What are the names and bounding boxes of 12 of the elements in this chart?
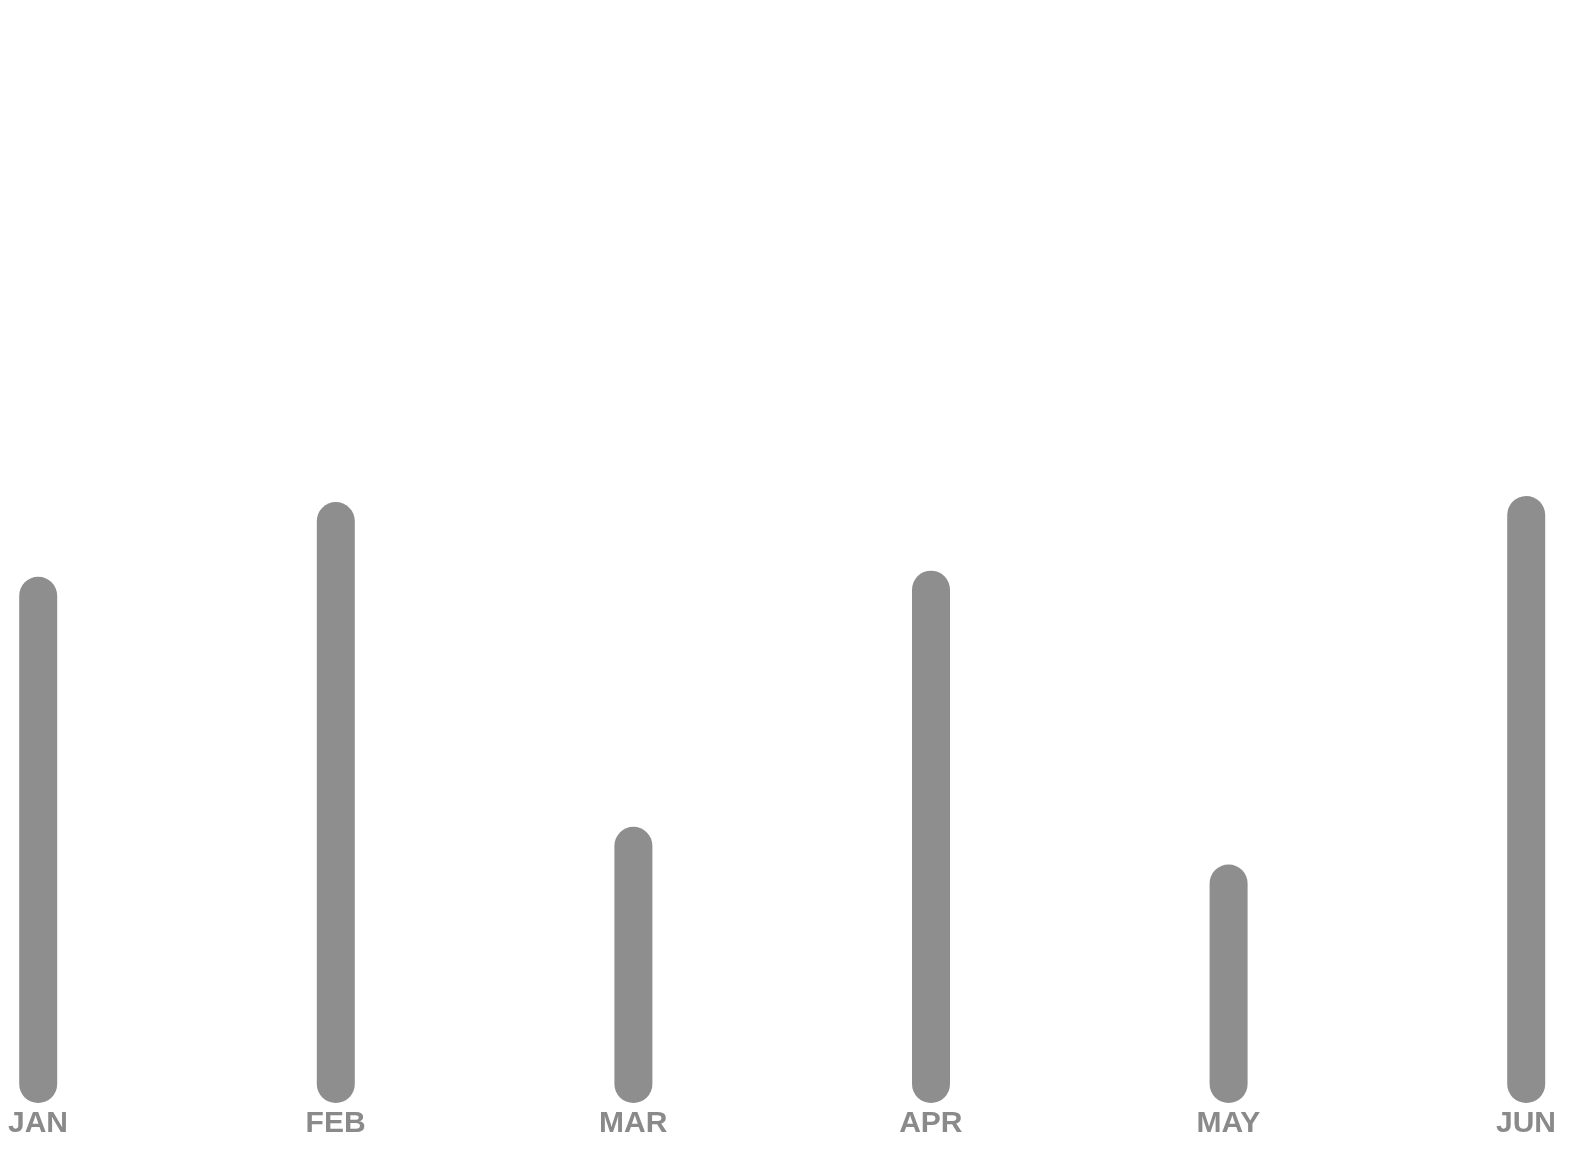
- x-tick-label: APR: [899, 1105, 963, 1139]
- bar: [614, 826, 653, 1103]
- x-tick-label: MAY: [1196, 1105, 1261, 1139]
- bar: [1209, 864, 1248, 1103]
- x-tick-label: JUN: [1495, 1105, 1557, 1139]
- x-tick-label: FEB: [305, 1105, 366, 1139]
- bar: [316, 502, 355, 1103]
- bar: [19, 576, 58, 1103]
- x-tick-label: MAR: [599, 1105, 668, 1139]
- bar: [912, 570, 950, 1103]
- x-tick-label: JAN: [7, 1105, 69, 1139]
- bar: [1507, 496, 1546, 1103]
